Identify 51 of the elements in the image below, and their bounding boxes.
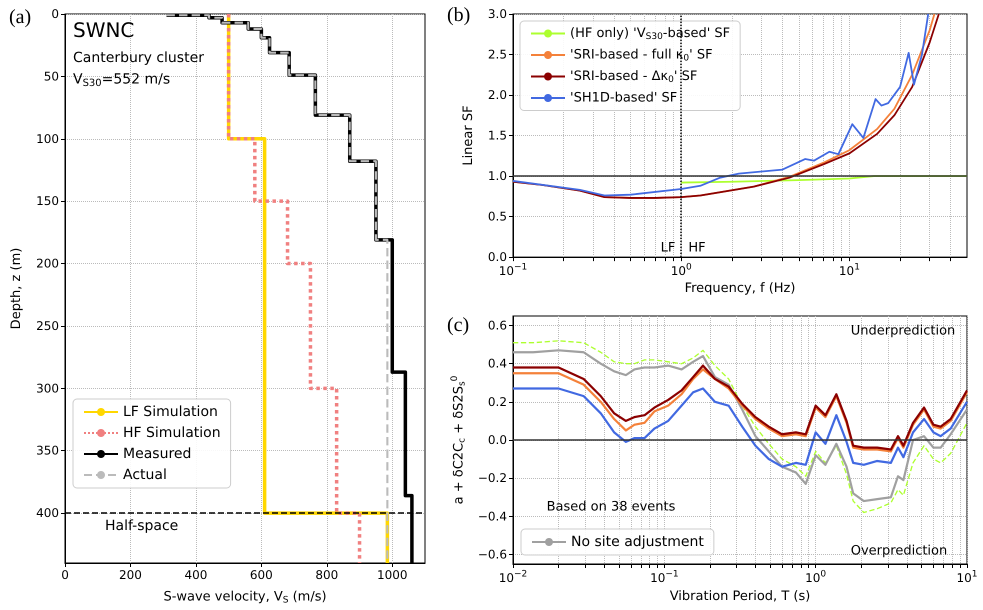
y-tick-label: 50 [44,69,59,84]
annotation: LF [660,240,676,256]
y-tick-label: 300 [36,381,59,396]
y-tick-label: 100 [36,132,59,146]
y-tick-label: 350 [36,444,59,458]
x-tick-label: 800 [315,568,338,582]
chart-title: (b) [447,4,470,26]
y-tick-label: 2.5 [488,48,507,62]
chart-title: (a) [9,6,32,28]
y-tick-label: 3.0 [488,7,507,21]
x-tick-label: 200 [119,568,142,582]
legend-label: Actual [123,467,167,483]
legend-label: LF Simulation [123,404,218,420]
annotation: Based on 38 events [546,500,676,514]
legend-label: HF Simulation [123,425,221,441]
x-axis-title: Frequency, f (Hz) [684,281,796,296]
y-tick-label: 0.6 [488,318,507,333]
ref-line-label: Half-space [105,518,178,534]
y-tick-label: −0.6 [478,547,507,562]
y-tick-label: 0 [51,7,59,21]
y-axis-title: Depth, z (m) [9,248,24,330]
y-axis-title: a + δC2Cc + δS2Ss0 [450,375,468,504]
y-tick-label: 0.4 [488,356,507,371]
y-axis-title: Linear SF [461,105,476,166]
y-tick-label: −0.2 [478,471,507,486]
x-axis-title: Vibration Period, T (s) [670,589,810,604]
annotation: Underprediction [850,324,956,338]
y-tick-label: −0.4 [478,509,507,524]
y-tick-label: 2.0 [488,88,507,102]
y-tick-label: 150 [36,194,59,208]
line-series [226,12,362,565]
y-tick-label: 1.0 [488,169,507,184]
y-tick-label: 400 [36,506,59,520]
annotation: Overprediction [850,544,948,558]
chart-title: (c) [447,314,470,336]
annotation: Canterbury cluster [73,50,204,66]
y-tick-label: 1.5 [488,128,507,143]
y-tick-label: 0.0 [488,433,507,447]
annotation: SWNC [73,18,134,42]
legend-label: Measured [123,446,192,462]
y-tick-label: 0.2 [488,394,507,409]
legend-label: No site adjustment [571,534,704,550]
annotation: HF [688,240,706,256]
y-tick-label: 0.0 [488,250,507,264]
x-tick-label: 1000 [377,568,408,582]
x-tick-label: 600 [250,568,273,582]
x-tick-label: 400 [184,568,208,582]
x-tick-label: 0 [61,568,69,582]
y-tick-label: 250 [36,318,59,333]
y-tick-label: 0.5 [488,210,507,224]
legend-label: 'SH1D-based' SF [570,90,678,106]
